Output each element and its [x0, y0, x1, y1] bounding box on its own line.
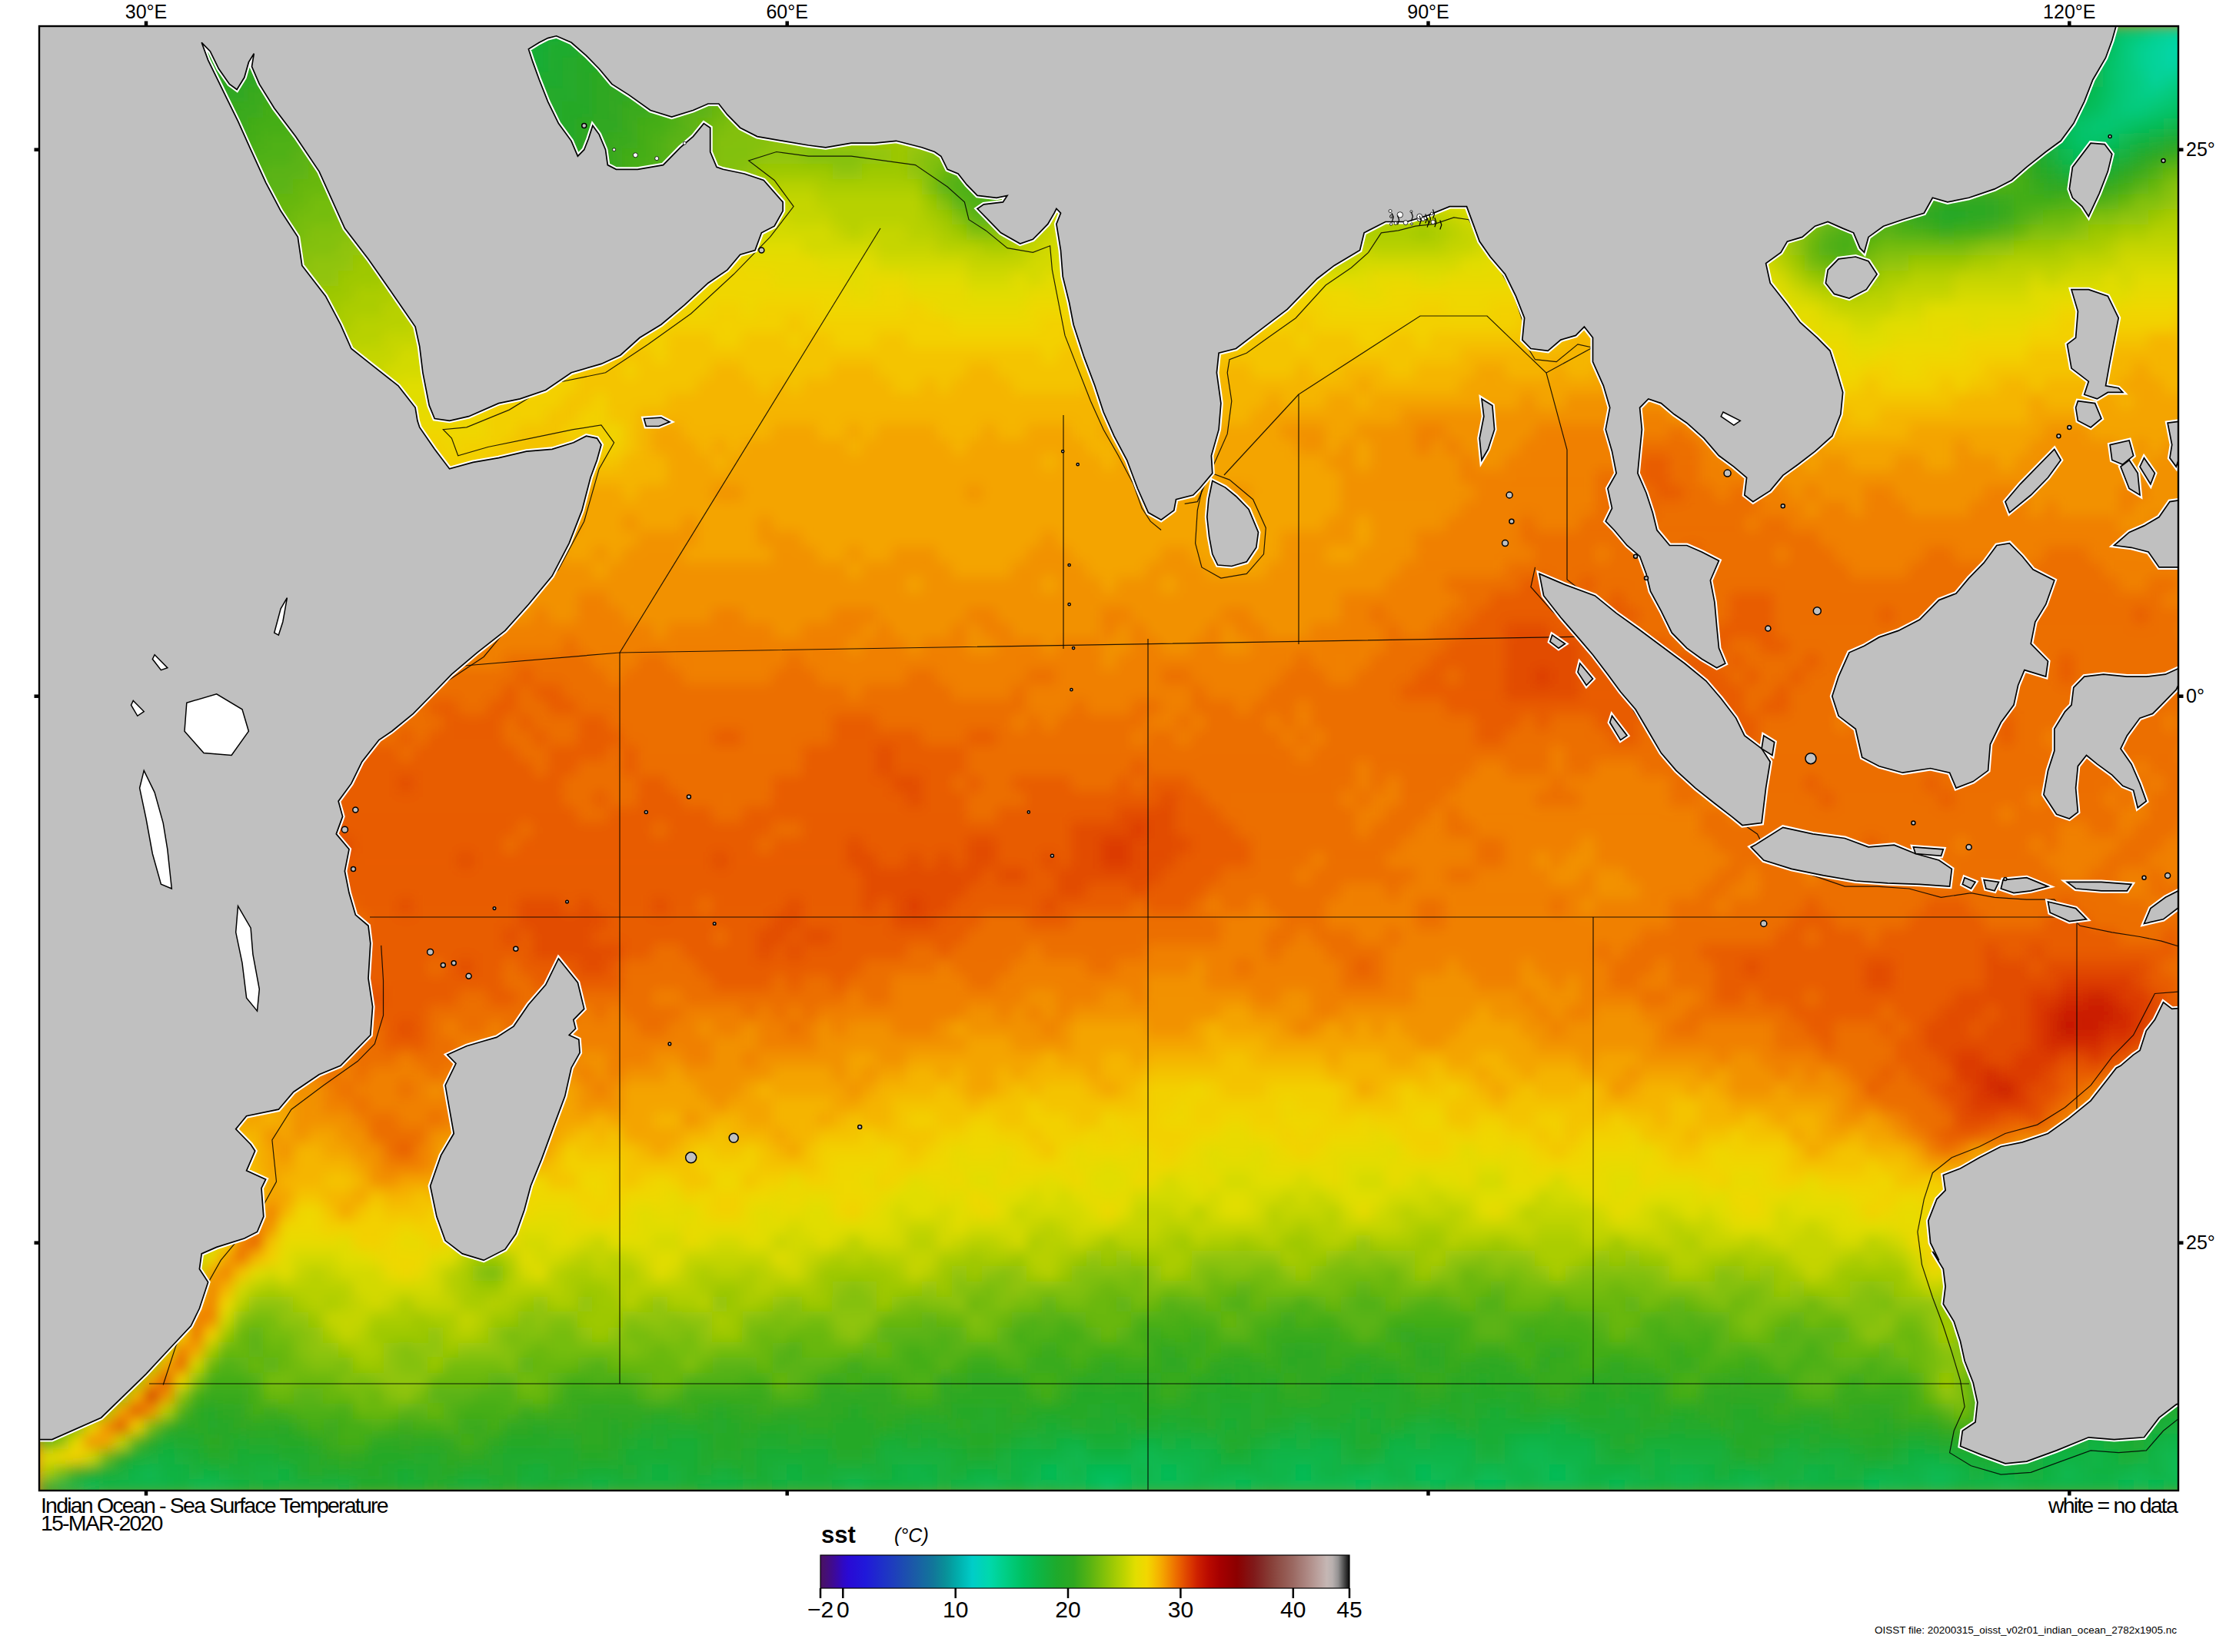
svg-text:20: 20 [1055, 1597, 1080, 1622]
svg-text:25°: 25° [2186, 138, 2215, 160]
svg-text:0: 0 [837, 1597, 850, 1622]
svg-text:sst: sst [821, 1521, 856, 1548]
svg-text:90°E: 90°E [1407, 1, 1449, 22]
svg-text:60°E: 60°E [766, 1, 807, 22]
svg-text:120°E: 120°E [2043, 1, 2095, 22]
svg-text:OISST file: 20200315_oisst_v02: OISST file: 20200315_oisst_v02r01_indian… [1875, 1624, 2177, 1636]
svg-text:0°: 0° [2186, 685, 2204, 706]
svg-text:(°C): (°C) [894, 1524, 929, 1546]
svg-text:15-MAR-2020: 15-MAR-2020 [41, 1511, 163, 1535]
svg-text:45: 45 [1336, 1597, 1362, 1622]
svg-text:25°: 25° [2186, 1232, 2215, 1253]
svg-text:10: 10 [943, 1597, 968, 1622]
svg-text:−2: −2 [807, 1597, 833, 1622]
svg-text:30°E: 30°E [125, 1, 167, 22]
svg-text:white = no data: white = no data [2048, 1493, 2178, 1517]
svg-text:40: 40 [1280, 1597, 1306, 1622]
svg-text:30: 30 [1168, 1597, 1193, 1622]
